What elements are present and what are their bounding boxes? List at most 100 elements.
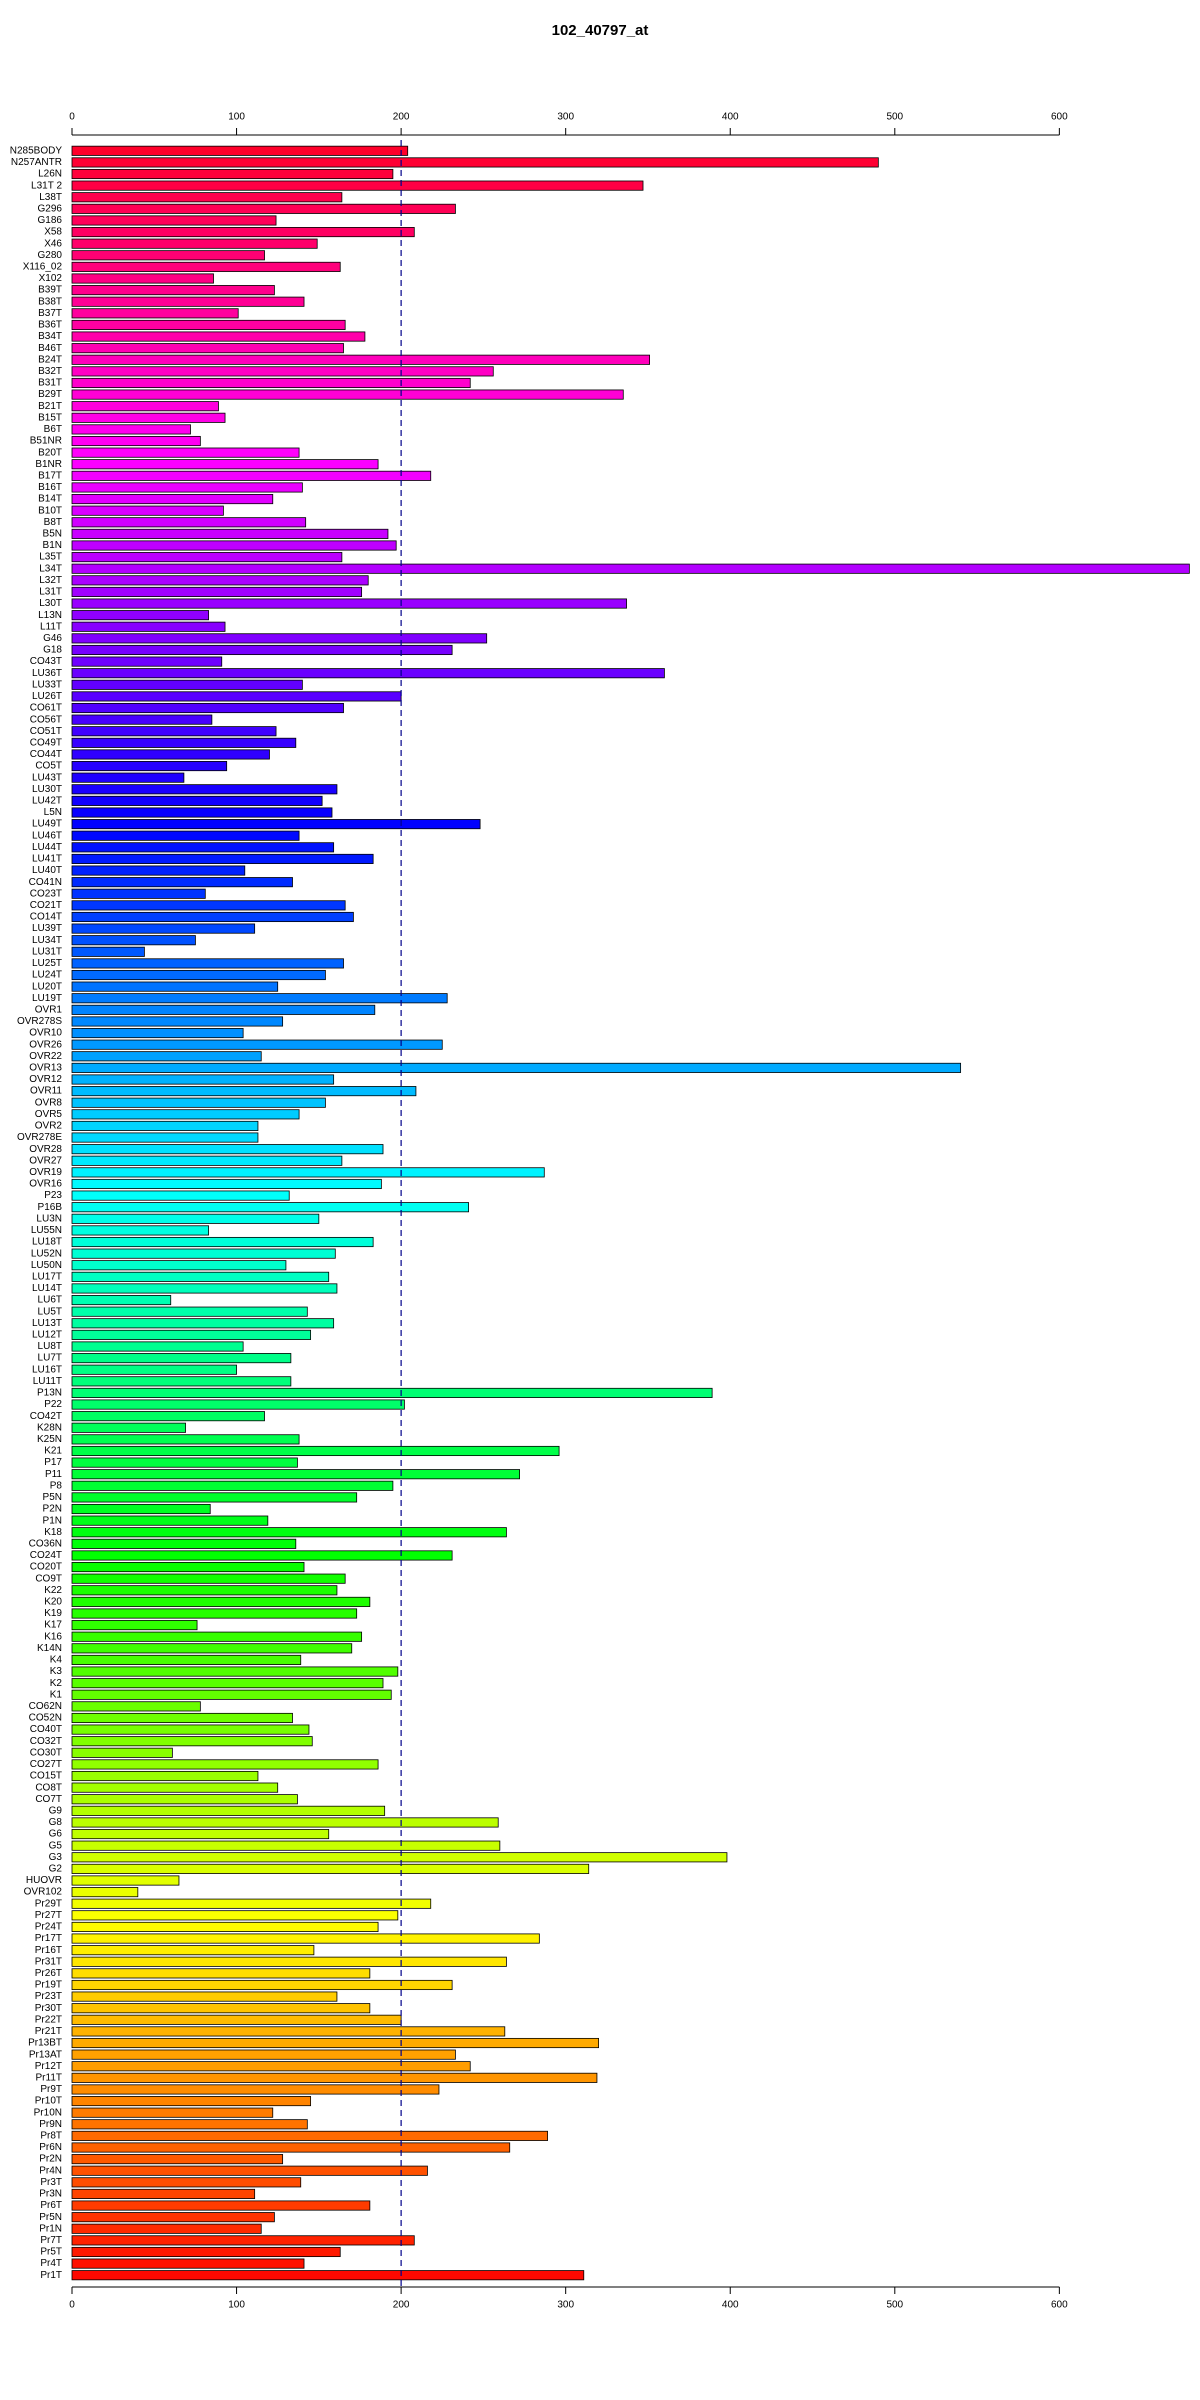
category-label: CO30T bbox=[30, 1747, 62, 1758]
bar bbox=[71, 1028, 244, 1039]
bar bbox=[71, 1039, 443, 1050]
bar bbox=[71, 2049, 456, 2060]
category-label: K20 bbox=[44, 1597, 62, 1608]
category-label: OVR2 bbox=[35, 1121, 63, 1132]
category-label: Pr4T bbox=[40, 2258, 62, 2269]
bar bbox=[71, 540, 397, 551]
bar bbox=[71, 261, 341, 272]
bar bbox=[71, 1782, 279, 1793]
bar bbox=[71, 1051, 262, 1062]
category-label: CO7T bbox=[35, 1794, 62, 1805]
bar bbox=[71, 215, 277, 226]
category-label: Pr5T bbox=[40, 2247, 62, 2258]
category-label: Pr16T bbox=[35, 1945, 62, 1956]
category-label: L26N bbox=[38, 169, 62, 180]
category-label: L31T 2 bbox=[31, 180, 62, 191]
category-label: OVR22 bbox=[29, 1051, 62, 1062]
bar bbox=[71, 935, 196, 946]
category-label: Pr6T bbox=[40, 2200, 62, 2211]
bar bbox=[71, 1086, 417, 1097]
category-label: Pr31T bbox=[35, 1956, 62, 1967]
bar bbox=[71, 691, 402, 702]
bar bbox=[71, 586, 363, 597]
bar bbox=[71, 888, 206, 899]
bar bbox=[71, 702, 344, 714]
category-label: B51NR bbox=[30, 436, 62, 447]
bar bbox=[71, 1178, 382, 1190]
bar bbox=[71, 470, 432, 481]
category-label: OVR278E bbox=[17, 1132, 62, 1143]
bar bbox=[71, 389, 624, 400]
category-label: B21T bbox=[38, 401, 62, 412]
category-label: G186 bbox=[38, 215, 63, 226]
bar bbox=[71, 1863, 590, 1874]
bar bbox=[71, 285, 275, 296]
bar bbox=[71, 1144, 384, 1155]
x-tick-label: 500 bbox=[886, 2300, 903, 2311]
category-label: B34T bbox=[38, 331, 62, 342]
category-label: B6T bbox=[44, 424, 62, 435]
bar bbox=[71, 459, 379, 470]
category-label: Pr7T bbox=[40, 2235, 62, 2246]
bar bbox=[71, 853, 374, 864]
bar bbox=[71, 1341, 244, 1352]
category-label: LU14T bbox=[32, 1283, 62, 1294]
bar bbox=[71, 1190, 290, 1201]
category-label: Pr12T bbox=[35, 2061, 62, 2072]
category-label: P17 bbox=[44, 1457, 62, 1468]
bar bbox=[71, 1527, 507, 1538]
bar bbox=[71, 993, 448, 1004]
category-label: CO32T bbox=[30, 1736, 62, 1747]
bar bbox=[71, 969, 326, 981]
bar bbox=[71, 749, 270, 760]
category-label: LU16T bbox=[32, 1364, 62, 1375]
category-label: B20T bbox=[38, 447, 62, 458]
bar bbox=[71, 1376, 292, 1387]
bar bbox=[71, 1956, 507, 1967]
bar bbox=[71, 807, 333, 818]
category-label: Pr21T bbox=[35, 2026, 62, 2037]
bar bbox=[71, 517, 307, 528]
bar bbox=[71, 563, 1190, 574]
bar bbox=[71, 784, 338, 795]
x-tick-label: 300 bbox=[557, 2300, 574, 2311]
category-label: L35T bbox=[39, 552, 62, 563]
bar bbox=[71, 192, 343, 203]
category-label: CO56T bbox=[30, 714, 62, 725]
category-label: LU8T bbox=[38, 1341, 62, 1352]
category-label: CO36N bbox=[29, 1538, 62, 1549]
bar bbox=[71, 911, 354, 923]
category-label: G8 bbox=[49, 1817, 63, 1828]
x-tick-label: 200 bbox=[393, 112, 410, 123]
bar bbox=[71, 1492, 358, 1503]
bar bbox=[71, 2235, 415, 2246]
x-tick-label: 200 bbox=[393, 2300, 410, 2311]
bar bbox=[71, 227, 415, 238]
category-label: B5N bbox=[43, 529, 62, 540]
bar bbox=[71, 1898, 432, 1909]
category-label: L30T bbox=[39, 598, 62, 609]
bar bbox=[71, 1550, 453, 1561]
category-label: CO14T bbox=[30, 912, 62, 923]
category-label: LU46T bbox=[32, 830, 62, 841]
chart-title: 102_40797_at bbox=[552, 22, 649, 39]
category-label: LU25T bbox=[32, 958, 62, 969]
bar bbox=[71, 1411, 265, 1422]
category-label: P23 bbox=[44, 1190, 62, 1201]
bar bbox=[71, 1538, 297, 1549]
category-label: OVR102 bbox=[24, 1887, 63, 1898]
category-label: L34T bbox=[39, 563, 62, 574]
x-tick-label: 0 bbox=[69, 2300, 75, 2311]
bar bbox=[71, 726, 277, 737]
category-label: K14N bbox=[37, 1643, 62, 1654]
bar bbox=[71, 1979, 453, 1991]
category-label: K3 bbox=[50, 1666, 63, 1677]
bar bbox=[71, 2037, 599, 2049]
category-label: K28N bbox=[37, 1422, 62, 1433]
category-label: Pr10N bbox=[34, 2107, 62, 2118]
category-label: G296 bbox=[38, 203, 63, 214]
bar bbox=[71, 1643, 353, 1654]
bar bbox=[71, 1283, 338, 1294]
category-label: P22 bbox=[44, 1399, 62, 1410]
category-label: B39T bbox=[38, 285, 62, 296]
